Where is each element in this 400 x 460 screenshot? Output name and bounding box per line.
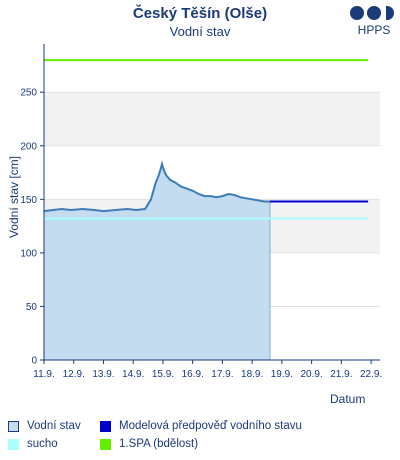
- chart-subtitle: Vodní stav: [169, 24, 231, 39]
- y-axis-label: Vodní stav [cm]: [7, 155, 21, 239]
- logo-half-dot-icon: [386, 6, 394, 20]
- y-tick-label: 200: [20, 141, 37, 152]
- x-tick-label: 14.9.: [122, 369, 144, 380]
- x-tick-label: 17.9.: [211, 369, 233, 380]
- legend-swatch: [8, 420, 19, 432]
- legend-swatch: [8, 438, 19, 450]
- y-tick-label: 0: [31, 356, 37, 367]
- x-tick-label: 20.9.: [300, 369, 322, 380]
- x-tick-label: 12.9.: [63, 369, 85, 380]
- legend-item-1spa: 1.SPA (bdělost): [100, 438, 198, 450]
- legend: Vodní stav Modelová předpověď vodního st…: [8, 420, 400, 460]
- grid-band: [44, 92, 380, 146]
- legend-label: 1.SPA (bdělost): [119, 438, 199, 450]
- x-tick-label: 19.9.: [271, 369, 293, 380]
- series-vodni-stav-line: [43, 160, 270, 213]
- chart-title: Český Těšín (Olše): [132, 5, 268, 22]
- x-tick-label: 18.9.: [241, 369, 263, 380]
- legend-swatch: [100, 420, 111, 432]
- water-level-chart: 0 50 100 150 200 250 11.9. 12.9. 13.9. 14.9. 15.9.…: [20, 44, 382, 380]
- y-tick-label: 50: [26, 302, 38, 313]
- legend-item-sucho: sucho: [8, 438, 58, 450]
- legend-item-vodni-stav: Vodní stav: [8, 420, 81, 432]
- x-tick-label: 15.9.: [152, 369, 174, 380]
- x-tick-label: 22.9.: [360, 369, 382, 380]
- x-tick-label: 11.9.: [33, 369, 55, 380]
- x-tick-label: 16.9.: [182, 369, 204, 380]
- logo-dot-icon: [350, 6, 364, 20]
- y-tick-label: 100: [20, 248, 37, 259]
- legend-label: sucho: [27, 438, 58, 450]
- legend-swatch: [100, 438, 111, 450]
- logo-text: HPPS: [357, 23, 391, 37]
- x-tick-label: 21.9.: [330, 369, 352, 380]
- logo-dot-icon: [367, 6, 381, 20]
- y-tick-label: 150: [20, 195, 37, 206]
- legend-label: Modelová předpověď vodního stavu: [119, 420, 302, 432]
- legend-label: Vodní stav: [27, 420, 81, 432]
- x-axis-label: Datum: [330, 392, 366, 406]
- series-vodni-stav-area: [44, 164, 270, 360]
- legend-item-forecast: Modelová předpověď vodního stavu: [100, 420, 302, 432]
- x-tick-label: 13.9.: [92, 369, 114, 380]
- y-tick-label: 250: [20, 88, 37, 99]
- hpps-logo: HPPS: [348, 6, 400, 42]
